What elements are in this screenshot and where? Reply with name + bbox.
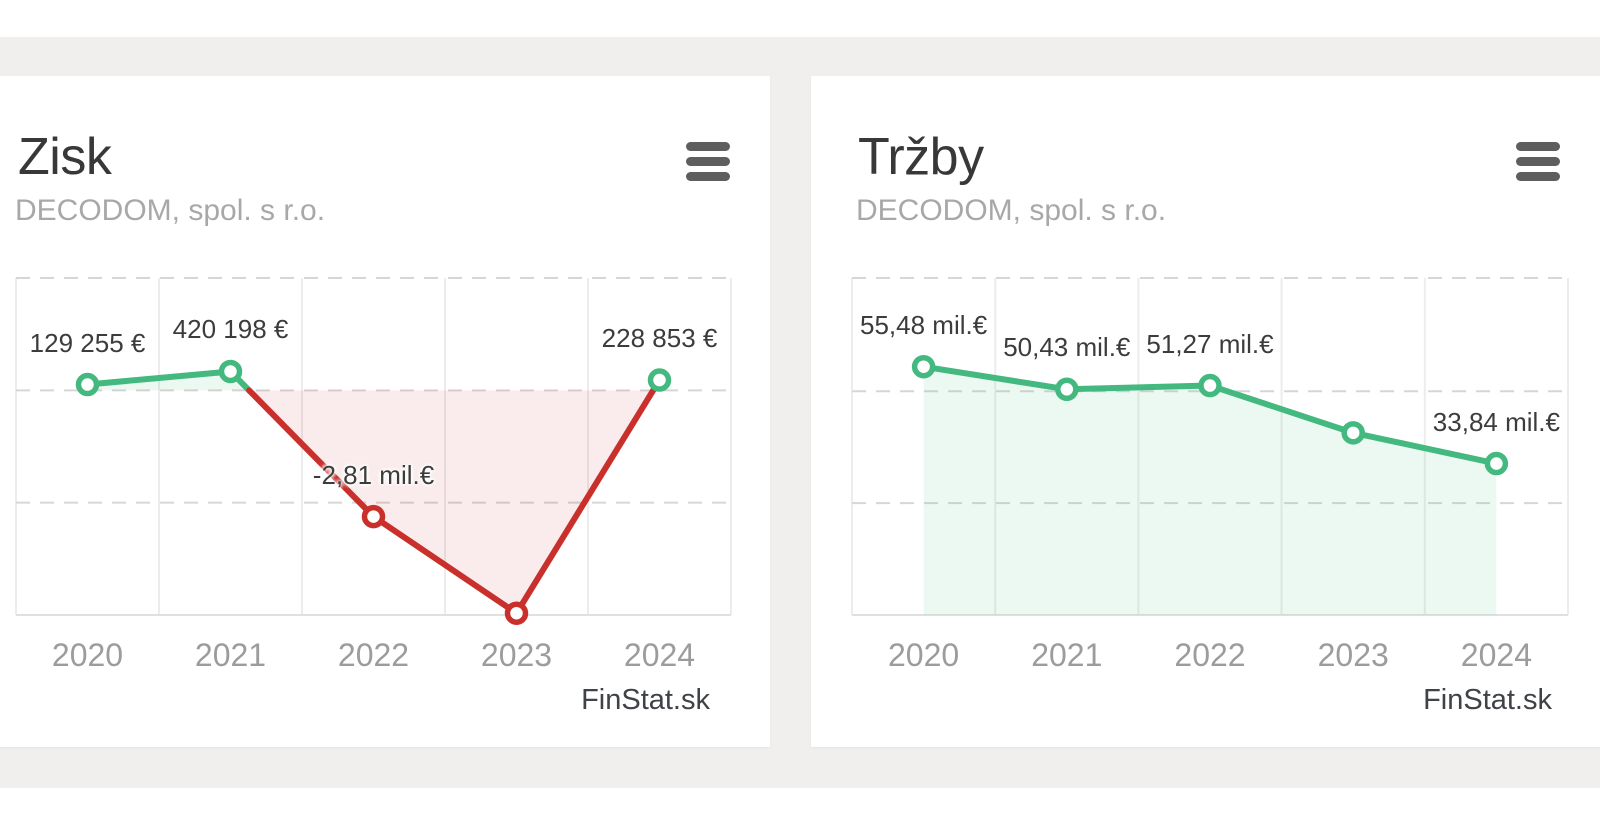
point-label-2020: 129 255 € bbox=[29, 327, 146, 358]
x-axis-label-2024: 2024 bbox=[623, 637, 696, 673]
point-label-2022: 51,27 mil.€ bbox=[1146, 328, 1274, 359]
x-axis-label-2022: 2022 bbox=[337, 637, 410, 673]
finstat-watermark: FinStat.sk bbox=[581, 684, 710, 716]
point-label-2021: 420 198 € bbox=[172, 314, 289, 345]
data-point-2022[interactable] bbox=[1198, 373, 1222, 398]
chart-menu-button[interactable] bbox=[686, 142, 730, 181]
point-label-2024: 228 853 € bbox=[601, 323, 718, 354]
data-point-2020[interactable] bbox=[75, 372, 100, 397]
x-axis-label-2020: 2020 bbox=[51, 637, 124, 673]
hamburger-menu-icon bbox=[686, 142, 730, 181]
trzby-chart-card: Tržby DECODOM, spol. s r.o. 55,48 mil.€ 5… bbox=[811, 76, 1600, 747]
x-axis-label-2020: 2020 bbox=[888, 637, 960, 673]
finstat-watermark: FinStat.sk bbox=[1423, 684, 1552, 716]
menu-bar bbox=[1516, 142, 1560, 151]
point-label-2022: -2,81 mil.€ bbox=[312, 459, 435, 490]
chart-title: Tržby bbox=[858, 128, 984, 186]
menu-bar bbox=[686, 142, 730, 151]
data-point-2024[interactable] bbox=[647, 368, 672, 392]
x-axis-label-2021: 2021 bbox=[194, 637, 267, 673]
trzby-chart bbox=[851, 277, 1569, 616]
company-name: DECODOM, spol. s r.o. bbox=[856, 194, 1167, 227]
menu-bar bbox=[686, 172, 730, 181]
x-axis-label-2021: 2021 bbox=[1031, 637, 1103, 673]
data-point-2023[interactable] bbox=[1341, 421, 1365, 445]
data-point-2022[interactable] bbox=[361, 504, 386, 529]
menu-bar bbox=[1516, 172, 1560, 181]
x-axis-label-2023: 2023 bbox=[480, 637, 553, 673]
x-axis-label-2024: 2024 bbox=[1460, 637, 1532, 673]
zisk-chart bbox=[15, 277, 732, 625]
point-label-2024: 33,84 mil.€ bbox=[1432, 406, 1560, 437]
data-point-2020[interactable] bbox=[911, 354, 936, 379]
hamburger-menu-icon bbox=[1516, 142, 1560, 181]
data-point-2021[interactable] bbox=[218, 359, 243, 384]
x-axis-label-2022: 2022 bbox=[1174, 637, 1246, 673]
chart-menu-button[interactable] bbox=[1516, 142, 1560, 181]
zisk-chart-card: Zisk DECODOM, spol. s r.o. 129 255 € 420 … bbox=[0, 76, 770, 747]
point-label-2020: 55,48 mil.€ bbox=[860, 309, 988, 340]
data-point-2024[interactable] bbox=[1484, 451, 1509, 476]
data-point-2021[interactable] bbox=[1055, 377, 1079, 402]
menu-bar bbox=[686, 157, 730, 166]
chart-title: Zisk bbox=[18, 128, 112, 186]
company-name: DECODOM, spol. s r.o. bbox=[15, 194, 326, 227]
x-axis-label-2023: 2023 bbox=[1317, 637, 1389, 673]
menu-bar bbox=[1516, 157, 1560, 166]
point-label-2021: 50,43 mil.€ bbox=[1003, 332, 1131, 363]
data-point-2023[interactable] bbox=[504, 601, 529, 625]
